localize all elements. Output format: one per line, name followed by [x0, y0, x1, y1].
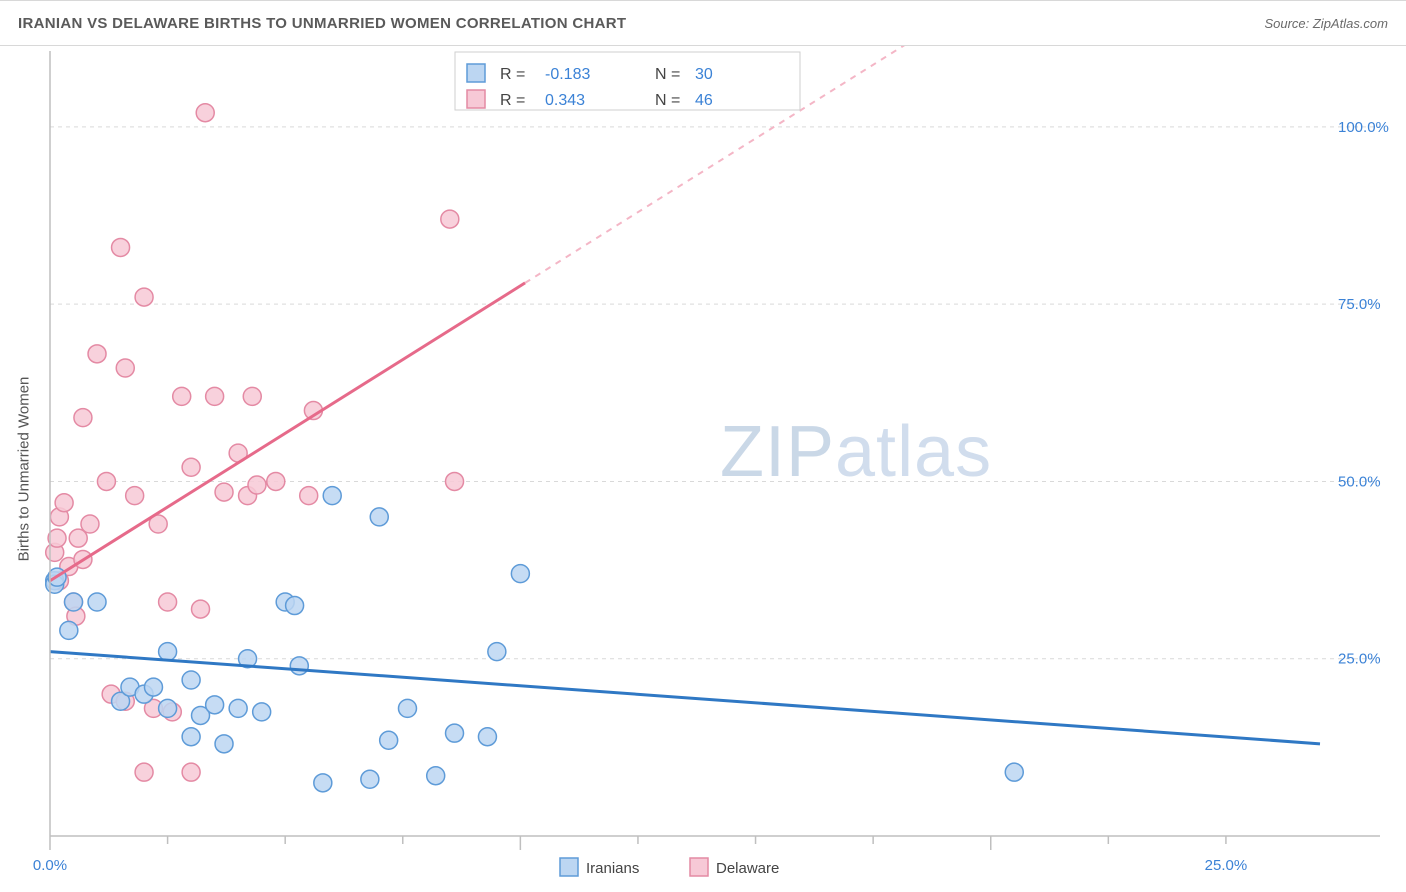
- source-attribution: Source: ZipAtlas.com: [1264, 16, 1388, 31]
- svg-text:Delaware: Delaware: [716, 860, 779, 877]
- source-prefix: Source:: [1264, 16, 1312, 31]
- svg-text:N =: N =: [655, 92, 680, 109]
- svg-text:100.0%: 100.0%: [1338, 119, 1389, 136]
- svg-text:R =: R =: [500, 92, 525, 109]
- chart-title: IRANIAN VS DELAWARE BIRTHS TO UNMARRIED …: [18, 15, 626, 32]
- svg-text:50.0%: 50.0%: [1338, 473, 1381, 490]
- source-name: ZipAtlas.com: [1313, 16, 1388, 31]
- svg-text:R =: R =: [500, 66, 525, 83]
- plot-area: Births to Unmarried Women 25.0% 50.0% 75.0…: [0, 46, 1406, 892]
- svg-text:75.0%: 75.0%: [1338, 296, 1381, 313]
- header-bar: IRANIAN VS DELAWARE BIRTHS TO UNMARRIED …: [0, 0, 1406, 46]
- svg-text:ZIPatlas: ZIPatlas: [720, 412, 992, 492]
- chart-svg: 25.0% 50.0% 75.0% 100.0% ZIPatlas 0.0% 25.0% R …: [0, 46, 1406, 892]
- y-axis-label: Births to Unmarried Women: [16, 377, 33, 562]
- svg-text:-0.183: -0.183: [545, 66, 590, 83]
- svg-text:30: 30: [695, 66, 713, 83]
- svg-text:0.0%: 0.0%: [33, 857, 67, 874]
- svg-text:Iranians: Iranians: [586, 860, 639, 877]
- svg-text:0.343: 0.343: [545, 92, 585, 109]
- svg-text:25.0%: 25.0%: [1338, 651, 1381, 668]
- svg-text:46: 46: [695, 92, 713, 109]
- svg-text:N =: N =: [655, 66, 680, 83]
- svg-text:25.0%: 25.0%: [1205, 857, 1248, 874]
